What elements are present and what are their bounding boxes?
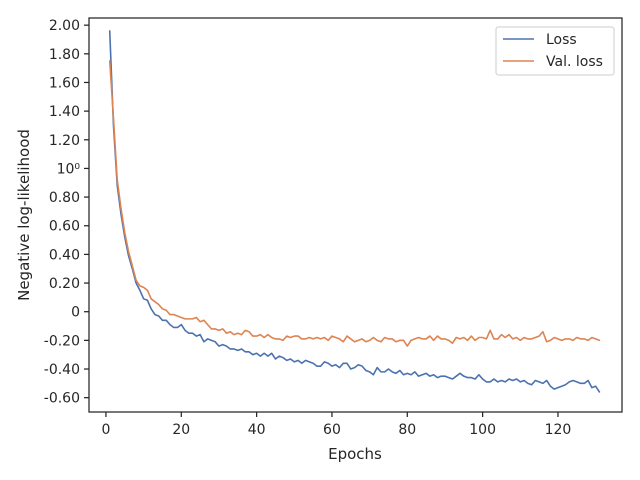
y-tick-label: 1.80 [49, 47, 80, 63]
x-tick-label: 20 [172, 422, 190, 438]
y-axis: 2.00 1.80 1.60 1.40 1.20 10⁰ 0.80 0.60 0.40 0.20 0… [44, 18, 89, 407]
y-tick-label: 1.60 [49, 75, 80, 91]
plot-lines [108, 30, 601, 393]
y-tick-label: 0.60 [49, 219, 80, 235]
y-tick-label: 1.20 [49, 133, 80, 149]
x-tick-label: 100 [469, 422, 496, 438]
y-tick-label: 0 [71, 305, 80, 321]
legend-label-val-loss: Val. loss [546, 54, 603, 70]
x-axis-label: Epochs [328, 445, 382, 463]
y-tick-label: -0.60 [44, 391, 80, 407]
y-tick-label: 1.40 [49, 104, 80, 120]
y-tick-label: 0.80 [49, 190, 80, 206]
x-tick-label: 120 [545, 422, 572, 438]
x-tick-label: 60 [323, 422, 341, 438]
x-axis: 0 20 40 60 80 100 120 [101, 412, 571, 438]
y-tick-label: -0.40 [44, 362, 80, 378]
x-tick-label: 40 [248, 422, 266, 438]
series-line-loss [108, 30, 601, 393]
y-tick-label: 0.20 [49, 276, 80, 292]
y-tick-label: 2.00 [49, 18, 80, 34]
legend: Loss Val. loss [495, 26, 615, 76]
legend-label-loss: Loss [546, 32, 577, 48]
y-tick-label: 0.40 [49, 247, 80, 263]
x-tick-label: 80 [398, 422, 416, 438]
y-tick-label: -0.20 [44, 333, 80, 349]
plot-frame [88, 17, 623, 413]
y-axis-label: Negative log-likelihood [15, 129, 33, 301]
x-tick-label: 0 [101, 422, 110, 438]
series-line-val-loss [108, 60, 601, 347]
y-tick-label: 10⁰ [57, 161, 81, 177]
